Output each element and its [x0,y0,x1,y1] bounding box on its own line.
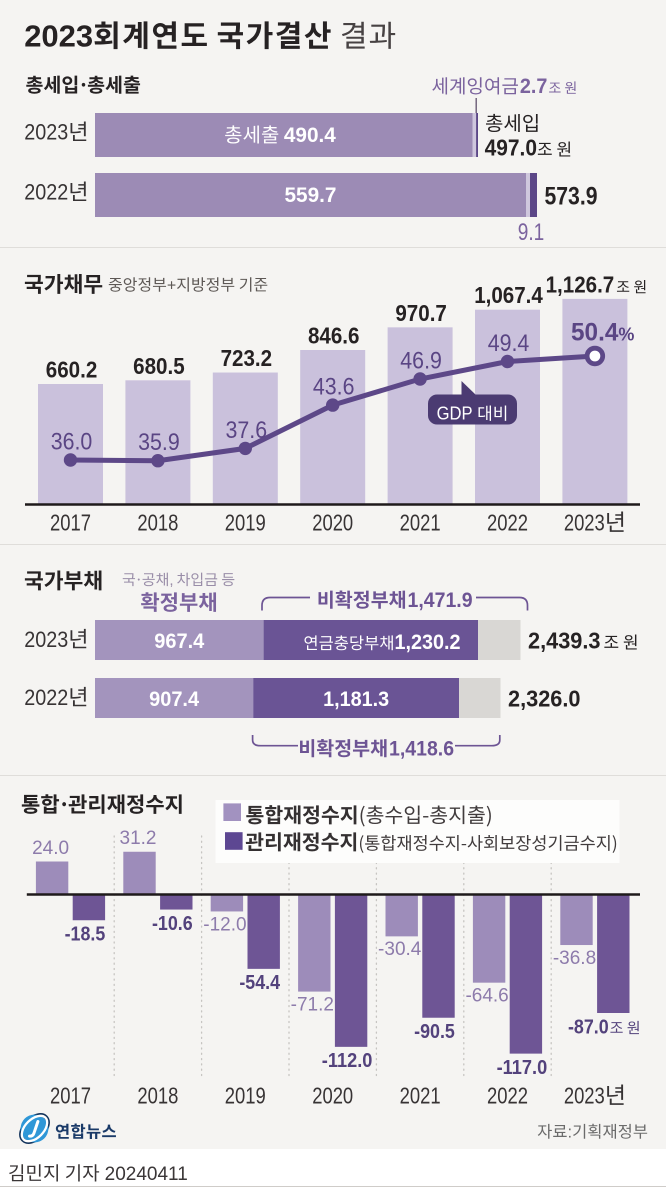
svg-text:680.5: 680.5 [133,353,185,379]
svg-text:GDP: GDP [437,404,473,424]
svg-text:-10.6: -10.6 [152,912,193,935]
svg-text:24.0: 24.0 [32,838,69,859]
svg-text:2019: 2019 [225,1083,266,1109]
svg-text:2022: 2022 [487,1083,528,1109]
svg-text:-36.8: -36.8 [553,948,596,969]
svg-text:-12.0: -12.0 [203,914,246,935]
svg-text:1,126.7: 1,126.7 [546,271,615,297]
svg-text:660.2: 660.2 [46,357,98,383]
svg-text:2021: 2021 [400,1083,441,1109]
svg-text:49.4: 49.4 [488,330,530,357]
svg-text:-117.0: -117.0 [497,1056,548,1079]
svg-text::: : [568,1124,573,1142]
svg-text:970.7: 970.7 [395,300,447,326]
svg-text:2018: 2018 [137,510,178,536]
svg-text:2021: 2021 [400,510,441,536]
svg-text:2023: 2023 [24,19,93,54]
svg-text:967.4: 967.4 [154,629,204,653]
svg-text:1,067.4: 1,067.4 [474,282,543,308]
svg-text:50.4: 50.4 [571,318,618,346]
svg-text:-30.4: -30.4 [378,939,422,960]
svg-text:2017: 2017 [50,1083,91,1109]
svg-text:31.2: 31.2 [120,828,157,849]
svg-text:2018: 2018 [137,1083,178,1109]
svg-text:-54.4: -54.4 [239,971,280,994]
svg-text:2019: 2019 [225,510,266,536]
svg-text:559.7: 559.7 [285,183,337,207]
svg-text:723.2: 723.2 [221,345,273,371]
svg-text:573.9: 573.9 [545,183,598,211]
svg-text:20240411: 20240411 [105,1164,188,1185]
svg-text:-71.2: -71.2 [291,994,334,1015]
svg-text:1,471.9: 1,471.9 [408,588,473,612]
svg-text:-64.6: -64.6 [465,985,508,1006]
svg-text:-90.5: -90.5 [414,1020,455,1043]
svg-text:497.0: 497.0 [485,135,537,161]
svg-text:1,181.3: 1,181.3 [323,687,389,711]
svg-text:36.0: 36.0 [51,429,93,456]
svg-text:2,439.3: 2,439.3 [528,628,601,654]
svg-text:907.4: 907.4 [149,687,199,711]
svg-text:46.9: 46.9 [400,348,442,375]
svg-text:2017: 2017 [50,510,91,536]
svg-text:1,418.6: 1,418.6 [389,737,454,761]
svg-text:%: % [618,324,634,344]
svg-text:2023: 2023 [564,510,605,536]
svg-text:2020: 2020 [312,510,353,536]
svg-text:846.6: 846.6 [308,323,360,349]
svg-text:2023: 2023 [24,120,68,145]
svg-text:2023: 2023 [564,1083,605,1109]
svg-text:2023: 2023 [24,627,68,652]
svg-text:1,230.2: 1,230.2 [395,630,461,654]
svg-text:,: , [169,572,173,589]
svg-text:2.7: 2.7 [520,74,548,98]
svg-text:2022: 2022 [487,510,528,536]
svg-text:2020: 2020 [312,1083,353,1109]
svg-text:2,326.0: 2,326.0 [508,686,581,712]
svg-text:2022: 2022 [24,685,68,710]
svg-text:+: + [167,278,176,295]
svg-text:2022: 2022 [24,180,68,205]
svg-text:490.4: 490.4 [284,123,336,147]
svg-text:37.6: 37.6 [226,417,268,444]
svg-text:-87.0: -87.0 [568,1015,609,1038]
svg-text:35.9: 35.9 [138,429,180,456]
svg-text:9.1: 9.1 [518,219,545,246]
svg-text:43.6: 43.6 [313,374,355,401]
svg-text:-18.5: -18.5 [65,923,106,946]
svg-text:-112.0: -112.0 [322,1049,373,1072]
